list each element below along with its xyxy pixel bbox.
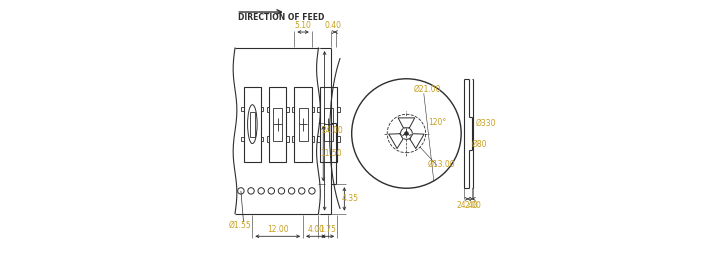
Polygon shape	[389, 134, 403, 148]
Bar	[337, 136, 340, 142]
Text: 5.10: 5.10	[295, 21, 311, 30]
Bar	[267, 107, 269, 112]
Bar	[273, 108, 282, 141]
Bar	[269, 87, 286, 162]
Text: Ø21.00: Ø21.00	[414, 85, 441, 94]
Bar	[320, 87, 337, 162]
Circle shape	[404, 132, 408, 135]
Bar	[337, 107, 340, 112]
Bar	[292, 136, 294, 142]
Bar	[311, 107, 314, 112]
Text: Ø80: Ø80	[472, 140, 487, 149]
Text: DIRECTION OF FEED: DIRECTION OF FEED	[238, 13, 324, 22]
Text: Ø1.55: Ø1.55	[229, 221, 251, 230]
Text: Ø13.00: Ø13.00	[428, 160, 455, 169]
Bar	[292, 107, 294, 112]
Bar	[324, 108, 333, 141]
Polygon shape	[410, 134, 424, 148]
Bar	[261, 107, 263, 111]
Bar	[242, 107, 244, 111]
Text: 24.40: 24.40	[457, 201, 479, 210]
Text: 1.75: 1.75	[319, 225, 336, 234]
Text: 24.00: 24.00	[322, 126, 343, 135]
Bar	[294, 87, 311, 162]
Text: 12.00: 12.00	[267, 225, 288, 234]
Bar	[286, 107, 289, 112]
Bar	[242, 137, 244, 141]
Text: 120°: 120°	[428, 118, 446, 127]
Text: 11.50: 11.50	[320, 149, 342, 158]
Text: 4.35: 4.35	[342, 194, 359, 203]
Bar	[249, 112, 255, 137]
Text: Ø330: Ø330	[475, 118, 496, 127]
Bar	[317, 136, 320, 142]
Text: 0.40: 0.40	[325, 21, 342, 30]
Bar	[261, 137, 263, 141]
Bar	[267, 136, 269, 142]
Bar	[317, 107, 320, 112]
Text: 4.00: 4.00	[307, 225, 324, 234]
Bar	[286, 136, 289, 142]
Bar	[311, 136, 314, 142]
Text: 2.00: 2.00	[464, 201, 481, 210]
Bar	[298, 108, 308, 141]
Bar	[244, 87, 261, 162]
Polygon shape	[398, 118, 415, 128]
